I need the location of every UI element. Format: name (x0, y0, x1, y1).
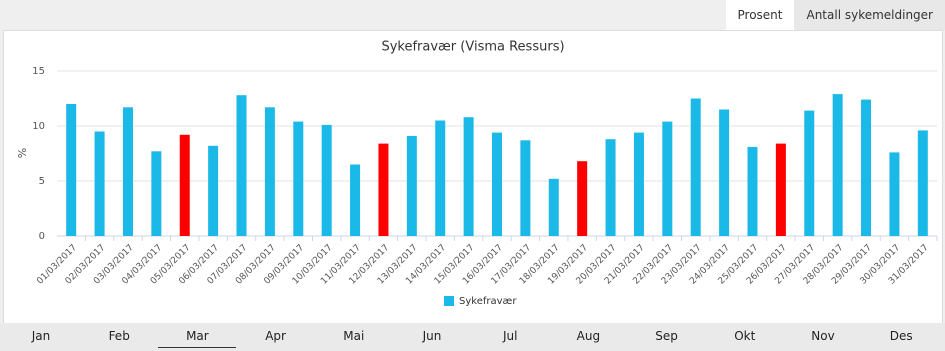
legend-label: Sykefravær (459, 296, 517, 307)
bar (520, 140, 531, 236)
bar (378, 143, 389, 236)
month-tab[interactable]: Jun (422, 329, 442, 343)
legend-swatch (444, 296, 454, 306)
bar (605, 139, 616, 236)
y-axis-label: % (16, 148, 29, 158)
bar (179, 134, 190, 236)
y-tick-label: 10 (32, 121, 45, 132)
month-tab[interactable]: Mai (343, 329, 365, 343)
bar (690, 98, 701, 236)
month-tab[interactable]: Jul (502, 329, 518, 343)
chart: Sykefravær (Visma Ressurs) % 05101501/03… (16, 40, 938, 307)
bar (94, 131, 105, 236)
bar (775, 143, 786, 236)
chart-title: Sykefravær (Visma Ressurs) (381, 40, 564, 55)
month-tab[interactable]: Sep (655, 329, 678, 343)
y-tick-label: 15 (32, 66, 45, 77)
y-tick-label: 0 (39, 231, 45, 242)
month-tab[interactable]: Okt (734, 329, 756, 343)
bar (321, 124, 332, 236)
month-tab[interactable]: Jan (31, 329, 51, 343)
bar (889, 152, 900, 236)
bar (264, 107, 275, 236)
bar (293, 121, 304, 236)
bar (832, 94, 843, 236)
bar (492, 132, 502, 236)
bar (435, 120, 446, 236)
bar (122, 107, 133, 236)
bar (406, 135, 417, 236)
bar (917, 130, 928, 236)
bar (804, 110, 815, 236)
bar (208, 145, 219, 236)
tab[interactable]: Prosent (725, 0, 795, 30)
bar (747, 146, 758, 236)
month-tab[interactable]: Des (889, 329, 913, 343)
bar (548, 178, 559, 236)
month-tab[interactable]: Nov (811, 329, 835, 343)
bar (633, 132, 644, 236)
tab[interactable]: Antall sykemeldinger (794, 0, 945, 30)
month-nav: Jan Feb Mar Apr Mai Jun Jul Aug Sep Okt Nov Des (0, 323, 945, 351)
chart-panel: Sykefravær (Visma Ressurs) % 0 5 10 15 01/03… (3, 30, 943, 324)
bar (662, 121, 673, 236)
bar (350, 164, 361, 236)
bar (719, 109, 730, 236)
month-tab[interactable]: Mar (158, 329, 237, 348)
bar (577, 161, 588, 236)
y-tick-label: 5 (39, 176, 45, 187)
month-tab[interactable]: Aug (576, 329, 601, 343)
month-tab[interactable]: Apr (265, 329, 286, 343)
tabs: Prosent Antall sykemeldinger (725, 0, 945, 30)
bar (861, 99, 872, 236)
bar (151, 151, 162, 236)
month-tab[interactable]: Feb (108, 329, 130, 343)
bar (236, 95, 247, 236)
bar (463, 117, 474, 236)
bar (66, 104, 77, 236)
